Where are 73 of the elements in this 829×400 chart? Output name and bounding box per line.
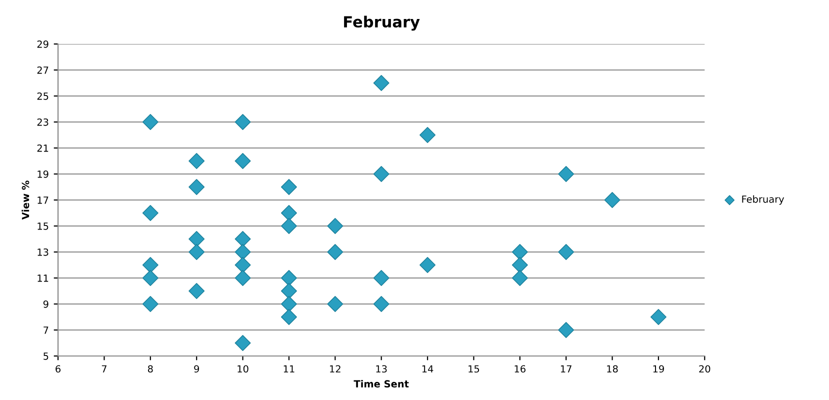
x-tick-label: 13 bbox=[376, 365, 387, 373]
point bbox=[188, 282, 205, 300]
y-tick-label: 23 bbox=[37, 118, 48, 126]
legend-label: February bbox=[742, 195, 784, 205]
x-tick-label: 19 bbox=[653, 365, 664, 373]
y-tick-label: 15 bbox=[38, 222, 48, 230]
x-tick-label: 7 bbox=[102, 365, 106, 372]
point bbox=[558, 166, 574, 182]
point bbox=[142, 256, 158, 274]
x-tick-label: 20 bbox=[699, 365, 710, 373]
x-tick-label: 6 bbox=[56, 365, 61, 373]
point bbox=[558, 244, 574, 260]
y-tick-label: 13 bbox=[38, 248, 48, 256]
x-tick-label: 15 bbox=[468, 365, 480, 373]
y-tick-label: 21 bbox=[37, 144, 48, 152]
point bbox=[280, 204, 297, 222]
point bbox=[373, 270, 390, 286]
point bbox=[188, 230, 205, 248]
point bbox=[234, 230, 251, 248]
point bbox=[604, 192, 620, 208]
point bbox=[234, 152, 251, 170]
point bbox=[234, 244, 251, 260]
y-tick-label: 5 bbox=[44, 352, 48, 360]
point bbox=[188, 244, 205, 260]
point bbox=[327, 296, 344, 312]
y-tick-label: 17 bbox=[38, 196, 48, 204]
point bbox=[234, 256, 251, 274]
point bbox=[420, 126, 436, 144]
x-tick-label: 14 bbox=[422, 365, 434, 372]
x-tick-label: 10 bbox=[238, 365, 248, 373]
x-axis-title: Time Sent bbox=[354, 380, 409, 388]
point bbox=[142, 296, 158, 312]
point bbox=[512, 256, 528, 274]
point bbox=[327, 218, 344, 234]
point bbox=[373, 74, 390, 92]
chart-title: February bbox=[344, 16, 420, 31]
point bbox=[280, 282, 297, 300]
x-tick-label: 16 bbox=[514, 365, 526, 373]
x-tick-label: 11 bbox=[284, 365, 294, 372]
point bbox=[280, 308, 297, 326]
point bbox=[650, 308, 666, 326]
point bbox=[188, 152, 205, 170]
point bbox=[373, 296, 390, 312]
point bbox=[234, 114, 251, 130]
point bbox=[188, 178, 205, 196]
point bbox=[558, 322, 574, 338]
x-tick-label: 17 bbox=[560, 365, 572, 372]
point bbox=[280, 218, 297, 234]
point bbox=[327, 244, 344, 260]
point bbox=[373, 166, 390, 182]
point bbox=[234, 270, 251, 286]
x-tick-label: 12 bbox=[330, 365, 340, 372]
y-tick-label: 7 bbox=[44, 326, 48, 334]
y-tick-label: 9 bbox=[43, 300, 48, 308]
point bbox=[512, 244, 528, 260]
point bbox=[512, 270, 528, 286]
y-tick-label: 29 bbox=[37, 40, 48, 48]
point bbox=[280, 296, 297, 312]
x-tick-label: 18 bbox=[607, 365, 618, 373]
y-tick-label: 25 bbox=[37, 92, 48, 100]
point bbox=[234, 334, 251, 352]
point bbox=[142, 270, 158, 286]
point bbox=[280, 178, 297, 196]
y-tick-label: 27 bbox=[37, 66, 48, 74]
point bbox=[142, 204, 158, 222]
y-tick-label: 19 bbox=[38, 170, 48, 178]
x-tick-label: 8 bbox=[148, 365, 153, 373]
y-tick-label: 11 bbox=[38, 274, 48, 282]
point bbox=[280, 270, 297, 286]
x-tick-label: 9 bbox=[194, 365, 199, 373]
y-axis-title: View % bbox=[22, 180, 30, 220]
point bbox=[142, 114, 158, 130]
point bbox=[420, 256, 436, 274]
